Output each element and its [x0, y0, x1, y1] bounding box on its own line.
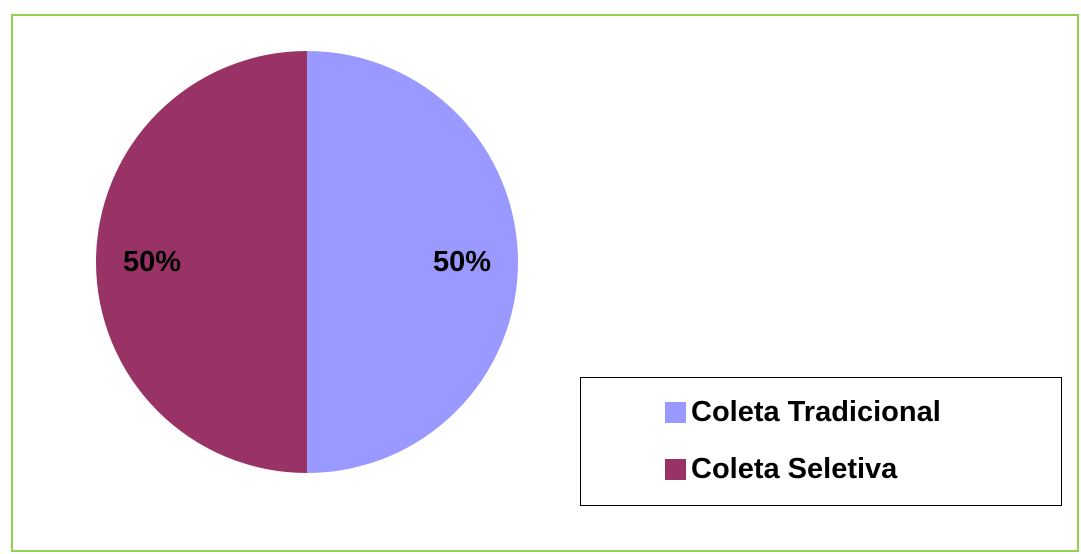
pie-slice-coleta-seletiva [96, 51, 307, 473]
legend-item-coleta-seletiva: Coleta Seletiva [665, 455, 897, 484]
legend-swatch-coleta-seletiva [665, 459, 686, 480]
slice-label-coleta-seletiva: 50% [123, 246, 181, 278]
pie-slice-coleta-tradicional [307, 51, 518, 473]
legend-label-coleta-tradicional: Coleta Tradicional [691, 396, 941, 428]
chart-legend: Coleta Tradicional Coleta Seletiva [580, 377, 1062, 506]
legend-item-coleta-tradicional: Coleta Tradicional [665, 398, 941, 427]
slice-label-coleta-tradicional: 50% [433, 246, 491, 278]
legend-label-coleta-seletiva: Coleta Seletiva [691, 453, 898, 485]
legend-swatch-coleta-tradicional [665, 402, 686, 423]
chart-frame [11, 14, 1079, 552]
